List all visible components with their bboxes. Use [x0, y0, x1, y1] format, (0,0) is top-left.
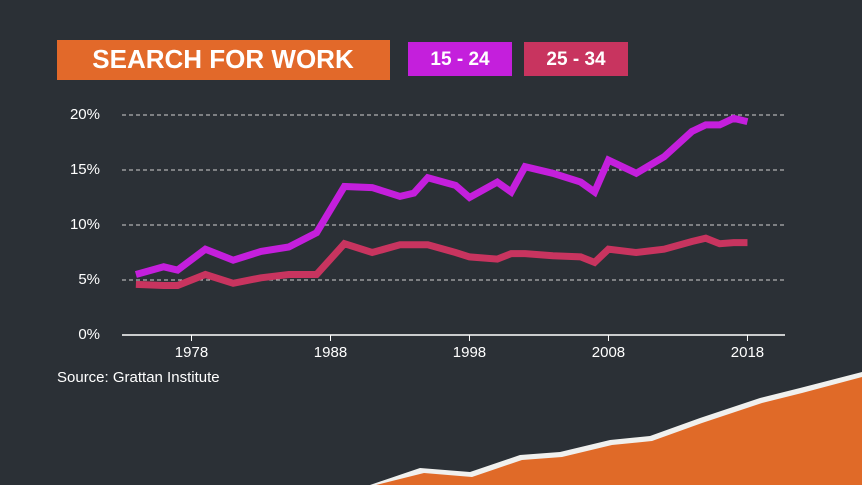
title-box: [57, 40, 390, 80]
legend-label: 15 - 24: [430, 49, 490, 70]
x-tick-label: 1978: [175, 344, 208, 361]
source: Source: Grattan Institute: [57, 369, 220, 386]
y-tick-label: 0%: [78, 326, 100, 343]
series-line: [135, 234, 748, 289]
chart-title: SEARCH FOR WORK: [92, 44, 354, 74]
y-tick-label: 15%: [70, 161, 100, 178]
torn-decoration: [376, 377, 862, 485]
x-tick-label: 2018: [731, 344, 764, 361]
y-tick-label: 5%: [78, 271, 100, 288]
legend-swatch: [408, 42, 512, 76]
x-tick-label: 2008: [592, 344, 625, 361]
y-tick-label: 10%: [70, 216, 100, 233]
legend-swatch: [524, 42, 628, 76]
series-line: [134, 114, 749, 278]
x-tick-label: 1998: [453, 344, 486, 361]
y-tick-label: 20%: [70, 106, 100, 123]
x-tick-label: 1988: [314, 344, 347, 361]
legend-label: 25 - 34: [546, 49, 606, 70]
